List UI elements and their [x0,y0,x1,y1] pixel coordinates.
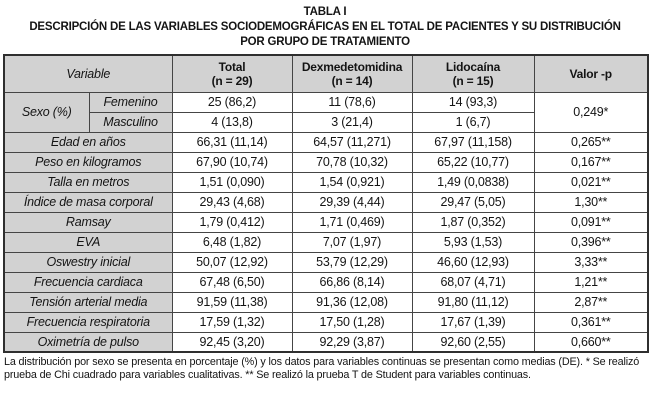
cell-total: 66,31 (11,14) [171,131,293,153]
row-label-variable: Oximetría de pulso [3,331,173,353]
cell-sexo-femenino-total: 25 (86,2) [171,91,293,113]
cell-total: 29,43 (4,68) [171,191,293,213]
col-header-lidocaina: Lidocaína (n = 15) [411,54,535,93]
cell-total: 92,45 (3,20) [171,331,293,353]
row-label-variable: Talla en metros [3,171,173,193]
row-label-variable: EVA [3,231,173,253]
table-footnote: La distribución por sexo se presenta en … [4,356,640,381]
col-header-lidocaina-label: Lidocaína [445,59,501,74]
cell-lidocaina: 92,60 (2,55) [411,331,535,353]
table-row: Talla en metros 1,51 (0,090) 1,54 (0,921) 1… [3,171,649,193]
cell-p-value: 0,167** [533,151,649,173]
col-header-p-value-label: Valor -p [569,66,613,81]
cell-total: 6,48 (1,82) [171,231,293,253]
cell-dexmedetomidina: 7,07 (1,97) [291,231,413,253]
cell-p-value: 0,091** [533,211,649,233]
table-row: Frecuencia respiratoria 17,59 (1,32) 17,50… [3,311,649,333]
row-label-variable: Ramsay [3,211,173,233]
col-header-dexmedetomidina-label: Dexmedetomidina [301,59,403,74]
table-row-sexo-femenino: Sexo (%) Femenino 25 (86,2) 11 (78,6) 14… [3,91,649,133]
table-row: EVA 6,48 (1,82) 7,07 (1,97) 5,93 (1,53) 0,39… [3,231,649,253]
col-header-total-n: (n = 29) [211,73,253,88]
cell-sexo-masculino-dexmedetomidina: 3 (21,4) [291,111,413,133]
row-label-variable: Frecuencia cardiaca [3,271,173,293]
cell-p-value: 0,265** [533,131,649,153]
cell-sexo-femenino-lidocaina: 14 (93,3) [411,91,535,113]
cell-p-value: 0,660** [533,331,649,353]
table-row-sexo-masculino: Masculino 4 (13,8) 3 (21,4) 1 (6,7) [4,111,648,133]
cell-p-value: 0,396** [533,231,649,253]
row-label-variable: Frecuencia respiratoria [3,311,173,333]
cell-lidocaina: 29,47 (5,05) [411,191,535,213]
col-header-total: Total (n = 29) [171,54,293,93]
cell-total: 50,07 (12,92) [171,251,293,273]
cell-lidocaina: 1,49 (0,0838) [411,171,535,193]
col-header-total-label: Total [218,59,246,74]
cell-dexmedetomidina: 64,57 (11,271) [291,131,413,153]
cell-dexmedetomidina: 53,79 (12,29) [291,251,413,273]
col-header-variable: Variable [3,54,173,93]
cell-total: 1,51 (0,090) [171,171,293,193]
cell-lidocaina: 91,80 (11,12) [411,291,535,313]
cell-total: 17,59 (1,32) [171,311,293,333]
col-header-lidocaina-n: (n = 15) [452,73,494,88]
cell-lidocaina: 65,22 (10,77) [411,151,535,173]
cell-lidocaina: 1,87 (0,352) [411,211,535,233]
table-caption-line2: POR GRUPO DE TRATAMIENTO [240,36,410,48]
col-header-dexmedetomidina-n: (n = 14) [331,73,373,88]
cell-total: 67,90 (10,74) [171,151,293,173]
cell-lidocaina: 46,60 (12,93) [411,251,535,273]
cell-dexmedetomidina: 70,78 (10,32) [291,151,413,173]
cell-dexmedetomidina: 92,29 (3,87) [291,331,413,353]
header-row: Variable Total (n = 29) Dexmedetomidina … [3,54,649,93]
cell-sexo-masculino-total: 4 (13,8) [171,111,293,133]
table-row: Edad en años 66,31 (11,14) 64,57 (11,271) 6… [3,131,649,153]
col-header-dexmedetomidina: Dexmedetomidina (n = 14) [291,54,413,93]
row-sublabel-masculino: Masculino [88,111,173,133]
cell-dexmedetomidina: 66,86 (8,14) [291,271,413,293]
cell-dexmedetomidina: 1,54 (0,921) [291,171,413,193]
row-label-sexo: Sexo (%) [3,91,90,133]
table-row: Peso en kilogramos 67,90 (10,74) 70,78 (10… [3,151,649,173]
cell-p-value: 3,33** [533,251,649,273]
cell-p-value: 2,87** [533,291,649,313]
table-row: Oximetría de pulso 92,45 (3,20) 92,29 (3,8… [3,331,649,353]
row-label-variable: Oswestry inicial [3,251,173,273]
table-row: Ramsay 1,79 (0,412) 1,71 (0,469) 1,87 (0,35… [3,211,649,233]
table-row: Oswestry inicial 50,07 (12,92) 53,79 (12,2… [3,251,649,273]
table-row: Frecuencia cardiaca 67,48 (6,50) 66,86 (8,… [3,271,649,293]
table-number: TABLA I [303,6,347,18]
cell-total: 67,48 (6,50) [171,271,293,293]
col-header-p-value: Valor -p [533,54,649,93]
row-sublabel-femenino: Femenino [88,91,173,113]
row-label-variable: Índice de masa corporal [3,191,173,213]
cell-sexo-masculino-lidocaina: 1 (6,7) [411,111,535,133]
cell-sexo-p-value: 0,249* [533,91,649,133]
table-caption-line1: DESCRIPCIÓN DE LAS VARIABLES SOCIODEMOGR… [29,21,621,33]
table-row: Tensión arterial media 91,59 (11,38) 91,36… [3,291,649,313]
cell-dexmedetomidina: 91,36 (12,08) [291,291,413,313]
row-label-variable: Tensión arterial media [3,291,173,313]
cell-p-value: 1,30** [533,191,649,213]
row-label-variable: Edad en años [3,131,173,153]
cell-dexmedetomidina: 17,50 (1,28) [291,311,413,333]
cell-lidocaina: 5,93 (1,53) [411,231,535,253]
cell-p-value: 0,361** [533,311,649,333]
cell-sexo-femenino-dexmedetomidina: 11 (78,6) [291,91,413,113]
cell-lidocaina: 68,07 (4,71) [411,271,535,293]
row-label-variable: Peso en kilogramos [3,151,173,173]
cell-p-value: 1,21** [533,271,649,293]
cell-total: 91,59 (11,38) [171,291,293,313]
table-row: Índice de masa corporal 29,43 (4,68) 29,39… [3,191,649,213]
cell-total: 1,79 (0,412) [171,211,293,233]
cell-lidocaina: 17,67 (1,39) [411,311,535,333]
cell-dexmedetomidina: 29,39 (4,44) [291,191,413,213]
table-title: TABLA I DESCRIPCIÓN DE LAS VARIABLES SOC… [3,4,647,54]
cell-lidocaina: 67,97 (11,158) [411,131,535,153]
cell-dexmedetomidina: 1,71 (0,469) [291,211,413,233]
cell-p-value: 0,021** [533,171,649,193]
sociodemographic-variables-table: Variable Total (n = 29) Dexmedetomidina … [3,54,649,353]
